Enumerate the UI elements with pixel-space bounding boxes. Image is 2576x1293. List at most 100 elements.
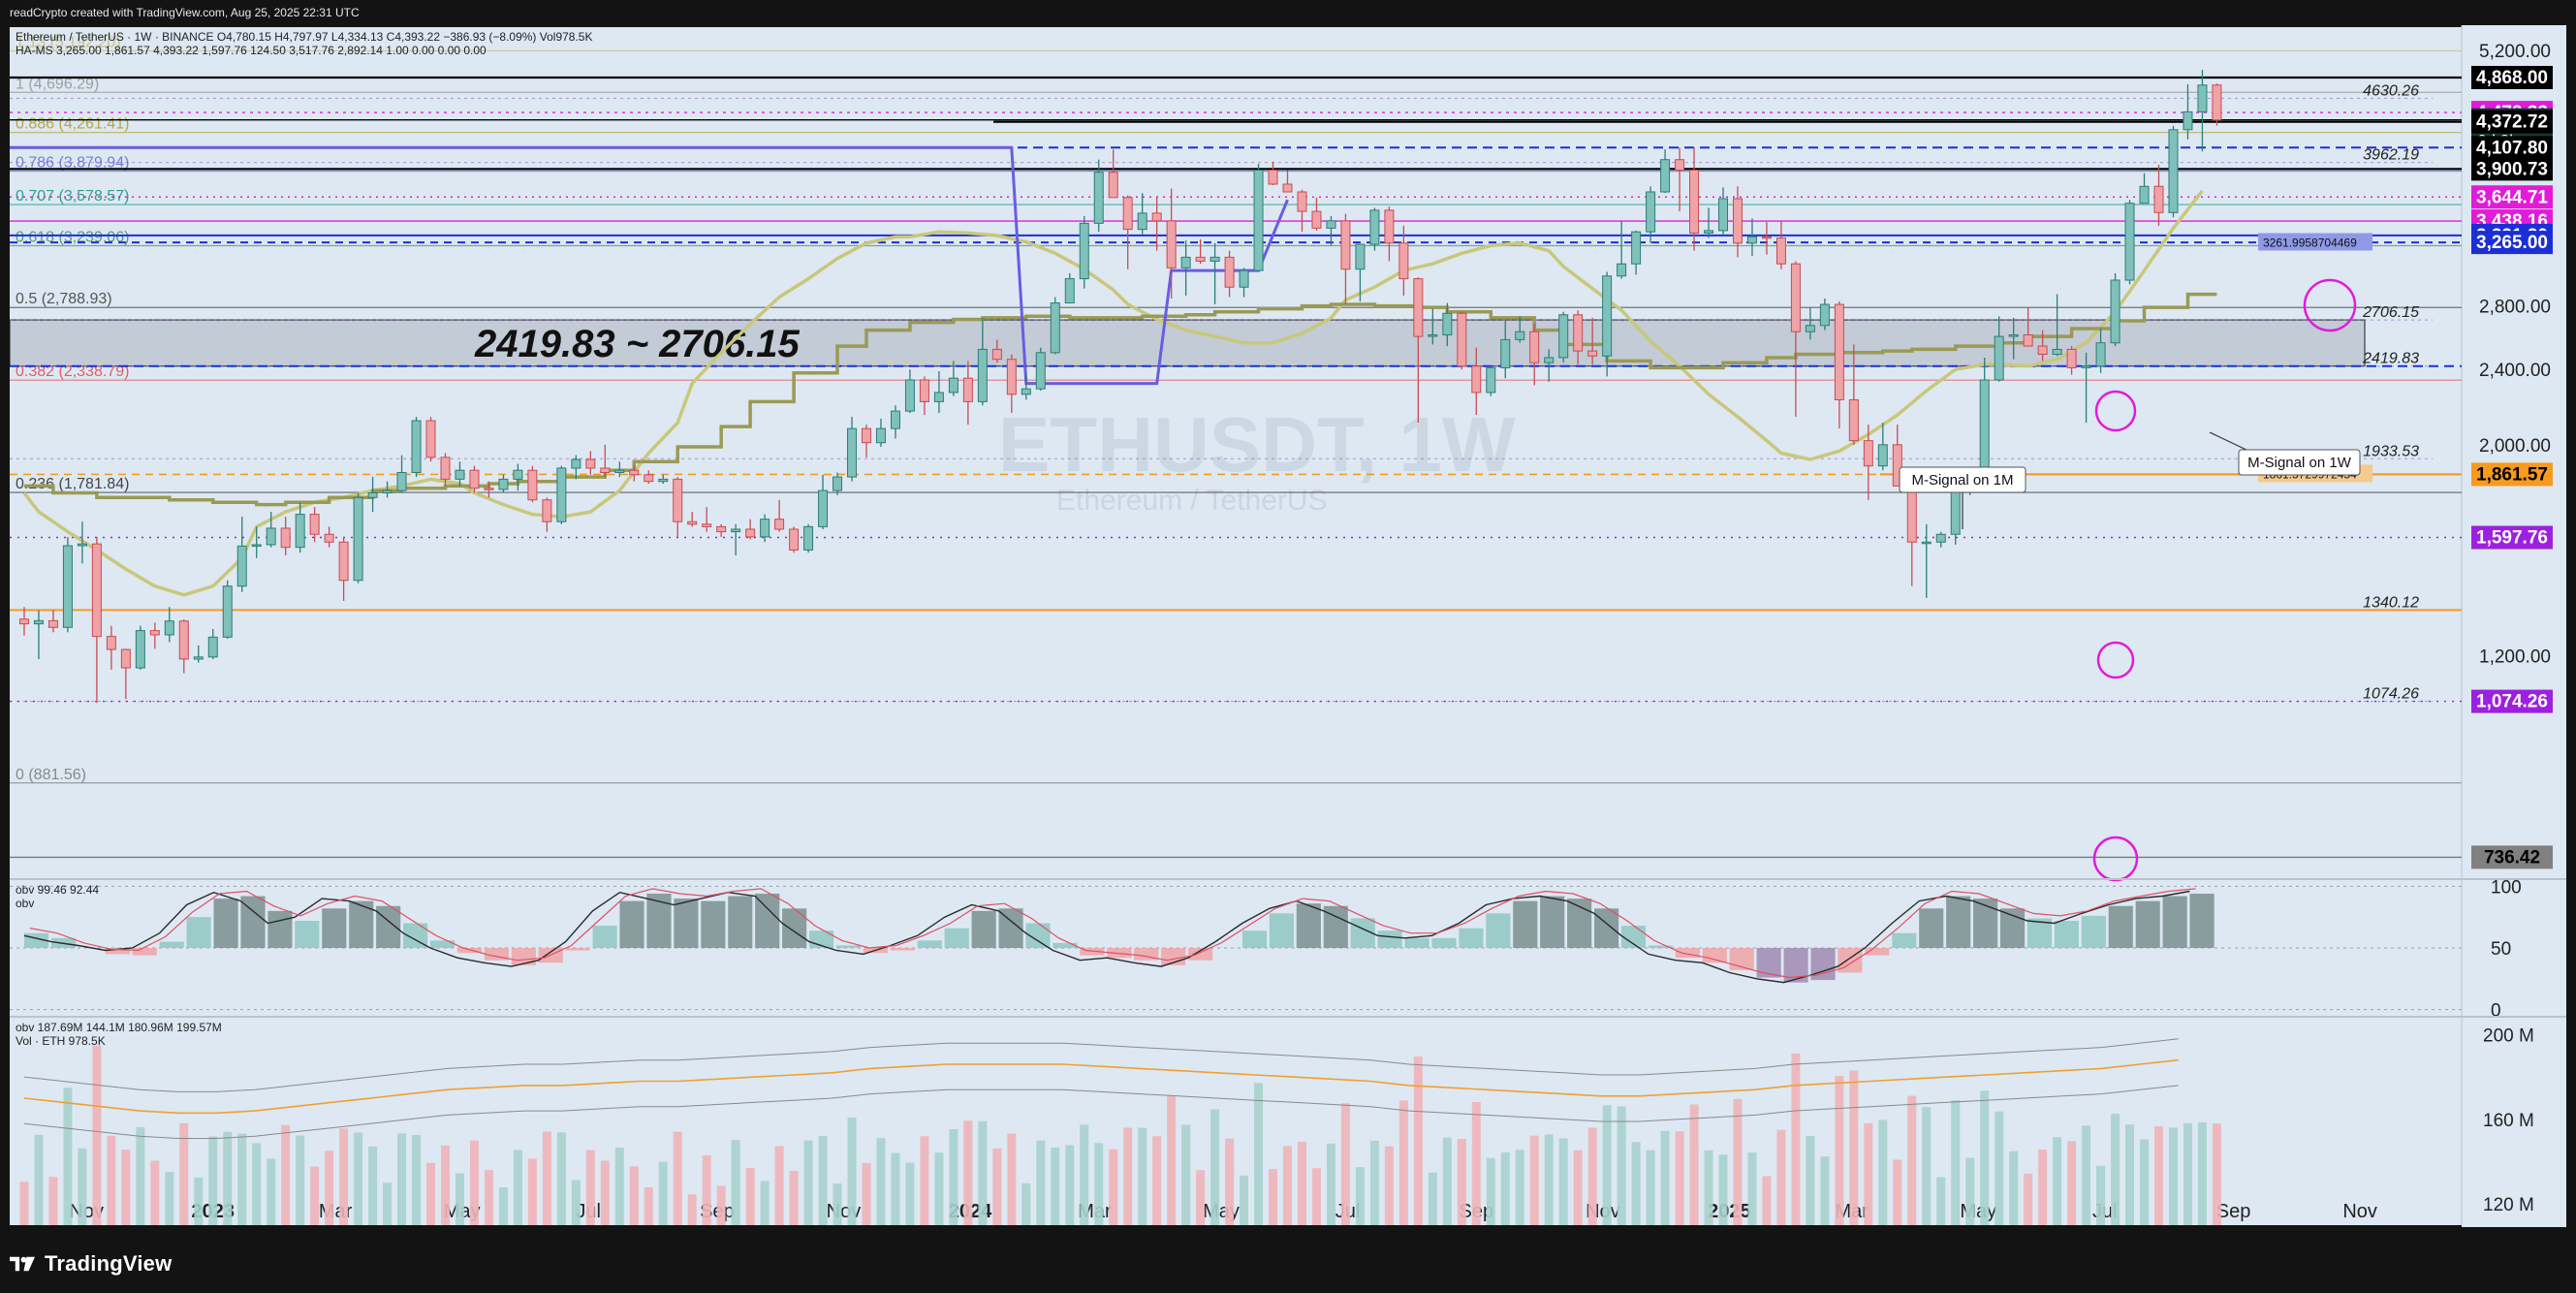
candle-body (977, 348, 988, 402)
price-badge-background (2471, 689, 2553, 713)
indicator-legend-line: HA-MS 3,265.00 1,861.57 4,393.22 1,597.7… (16, 44, 487, 57)
volume-bar (1138, 1127, 1147, 1225)
candle-body (1500, 338, 1511, 368)
candle-body (2095, 342, 2106, 367)
volume-legend-line: obv 187.69M 144.1M 180.96M 199.57M (16, 1021, 222, 1034)
volume-bar (978, 1120, 988, 1225)
candle-body (716, 525, 727, 533)
volume-bar (208, 1136, 218, 1225)
candle-body (991, 348, 1002, 361)
obv-histogram-bar (105, 948, 130, 955)
price-badge-background (2471, 157, 2553, 181)
volume-bar (1240, 1175, 1249, 1225)
candle-body (1544, 357, 1555, 363)
volume-bar (1428, 1172, 1437, 1225)
volume-bar (2154, 1126, 2163, 1225)
price-badge-background (2471, 65, 2553, 89)
volume-bar (1544, 1134, 1554, 1225)
volume-bar (1980, 1090, 1990, 1225)
volume-bar (1369, 1140, 1379, 1225)
volume-bar (296, 1135, 305, 1225)
volume-bar (1152, 1136, 1162, 1225)
volume-bar (847, 1118, 857, 1225)
obv-signal-line (23, 890, 2190, 984)
candle-body (527, 469, 538, 501)
candle-body (1021, 388, 1031, 395)
obv-histogram-bar (1513, 900, 1538, 948)
price-badge-background (2471, 462, 2553, 487)
candle-body (1558, 314, 1569, 359)
volume-bar (1471, 1102, 1481, 1225)
candle-body (396, 471, 407, 491)
volume-bar (368, 1146, 378, 1225)
candle-body (324, 533, 334, 543)
candle-body (295, 514, 305, 549)
candle-body (832, 476, 843, 491)
price-badge-label: 1,074.26 (2476, 692, 2548, 712)
volume-bar (1384, 1146, 1394, 1225)
volume-bar (1689, 1104, 1699, 1225)
candle-body (556, 467, 567, 522)
candle-body (673, 478, 683, 522)
candle-body (1297, 191, 1307, 212)
msignal-1m-callout-text: M-Signal on 1M (1911, 472, 2013, 489)
candle-body (2052, 348, 2062, 356)
obv-histogram-bar (1999, 908, 2026, 948)
candle-body (962, 377, 973, 402)
volume-bar (513, 1150, 522, 1225)
volume-bar (614, 1147, 624, 1225)
level-label: 4630.26 (2363, 82, 2419, 99)
candle-body (2168, 129, 2179, 213)
obv-legend-line: obv 99.46 92.44 (16, 883, 99, 897)
candle-body (62, 545, 73, 628)
symbol-legend-line: Ethereum / TetherUS · 1W · BINANCE O4,78… (16, 30, 592, 44)
volume-bar (1181, 1124, 1191, 1225)
candle-body (425, 420, 436, 458)
candle-body (251, 544, 262, 547)
candle-body (1108, 172, 1118, 199)
obv-histogram-bar (1080, 948, 1105, 956)
watermark-name: Ethereum / TetherUS (1056, 485, 1328, 517)
candle-body (280, 527, 291, 549)
obv-histogram-bar (1973, 899, 1998, 948)
price-badge-label: 3,644.71 (2476, 187, 2548, 207)
obv-histogram-bar (701, 900, 726, 948)
fib-level-label: 0.5 (2,788.93) (16, 291, 112, 307)
volume-bar (1529, 1135, 1539, 1225)
candle-body (1573, 314, 1584, 352)
highlight-circle-marker (2303, 278, 2357, 332)
candle-body (222, 585, 233, 638)
volume-bar (1893, 1159, 1902, 1225)
volume-bar (1515, 1150, 1524, 1225)
obv-histogram-bar (1675, 948, 1700, 959)
candle-body (484, 488, 494, 490)
candle-body (469, 469, 480, 489)
candle-body (890, 410, 900, 429)
obv-histogram-bar (511, 948, 536, 965)
candle-body (600, 467, 611, 473)
candle-body (1646, 191, 1656, 233)
obv-histogram-bar (1404, 937, 1429, 948)
price-badge-background (2471, 136, 2553, 160)
candle-body (1704, 230, 1714, 234)
volume-bar (1849, 1070, 1859, 1225)
candle-body (1006, 359, 1017, 395)
obv-histogram-bar (619, 900, 644, 948)
volume-bar (818, 1136, 828, 1225)
obv-histogram-bar (971, 910, 996, 948)
obv-histogram-bar (1296, 903, 1321, 948)
obv-histogram-bar (1892, 932, 1917, 948)
obv-histogram-bar (890, 948, 915, 951)
level-label: 3962.19 (2363, 147, 2419, 164)
obv-histogram-bar (2108, 905, 2133, 948)
candle-body (745, 528, 756, 538)
candle-body (1529, 331, 1540, 363)
candle-body (1602, 275, 1613, 357)
candle-body (789, 528, 800, 551)
volume-axis-tick-label: 200 M (2483, 1025, 2534, 1046)
candle-body (91, 543, 102, 638)
candle-body (1689, 170, 1700, 234)
candle-body (1631, 231, 1642, 265)
